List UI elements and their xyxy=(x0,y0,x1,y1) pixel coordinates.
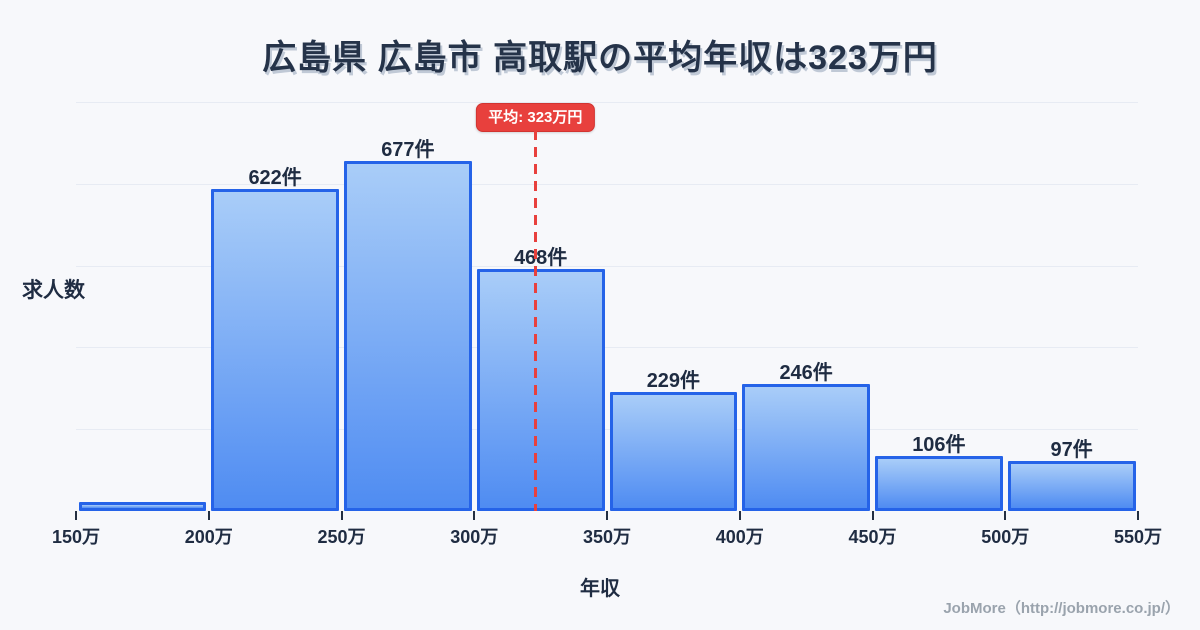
x-axis-tick xyxy=(1137,511,1139,520)
bar-value-label: 97件 xyxy=(1050,439,1093,461)
y-axis-label: 求人数 xyxy=(22,279,85,302)
x-axis-tick xyxy=(473,511,476,520)
histogram-bar xyxy=(875,456,1003,511)
x-axis-tick-label: 400万 xyxy=(715,527,764,547)
x-axis-tick-label: 200万 xyxy=(184,527,233,547)
bar-value-label: 246件 xyxy=(779,362,833,384)
x-axis-tick-label: 300万 xyxy=(450,527,499,547)
x-axis-tick xyxy=(75,511,77,520)
histogram-bar xyxy=(609,392,738,511)
x-axis-tick xyxy=(871,511,874,520)
x-axis-tick xyxy=(340,511,343,520)
x-axis-tick xyxy=(738,511,741,520)
x-axis-tick-label: 150万 xyxy=(51,527,101,547)
bar-value-label: 677件 xyxy=(381,139,435,161)
x-axis-tick-label: 450万 xyxy=(848,527,897,547)
bar-value-label: 622件 xyxy=(248,167,302,189)
bar-value-label: 468件 xyxy=(513,247,568,269)
page-title: 広島県 広島市 高取駅の平均年収は323万円 xyxy=(262,39,938,77)
histogram-plot-area: 622件 677件 468件 229件 246件 106件 97件 150万 200万 250万 3… xyxy=(52,102,1162,547)
histogram-bar xyxy=(476,269,605,511)
histogram-bar xyxy=(742,384,870,511)
x-axis-tick xyxy=(606,511,608,520)
gridline xyxy=(76,347,1138,349)
histogram-bar xyxy=(1007,461,1136,511)
histogram-bar xyxy=(344,161,472,511)
gridline xyxy=(76,102,1138,103)
average-dashed-line xyxy=(533,130,537,511)
gridline xyxy=(76,429,1138,431)
bar-value-label: 106件 xyxy=(912,434,966,456)
x-axis-tick-label: 350万 xyxy=(582,527,632,547)
x-axis-tick xyxy=(207,511,210,520)
x-axis-tick-label: 550万 xyxy=(1113,527,1163,547)
gridline xyxy=(76,183,1138,185)
footer-credit: JobMore（http://jobmore.co.jp/） xyxy=(943,600,1180,617)
average-value-badge: 平均: 323万円 xyxy=(476,103,595,132)
histogram-bar xyxy=(78,502,207,511)
x-axis-tick xyxy=(1004,511,1007,520)
bar-value-label: 229件 xyxy=(646,370,701,392)
x-axis-tick-label: 250万 xyxy=(317,527,366,547)
x-axis-label: 年収 xyxy=(580,578,620,600)
histogram-bar xyxy=(211,189,339,511)
x-axis-tick-label: 500万 xyxy=(981,527,1030,547)
gridline xyxy=(76,265,1138,267)
